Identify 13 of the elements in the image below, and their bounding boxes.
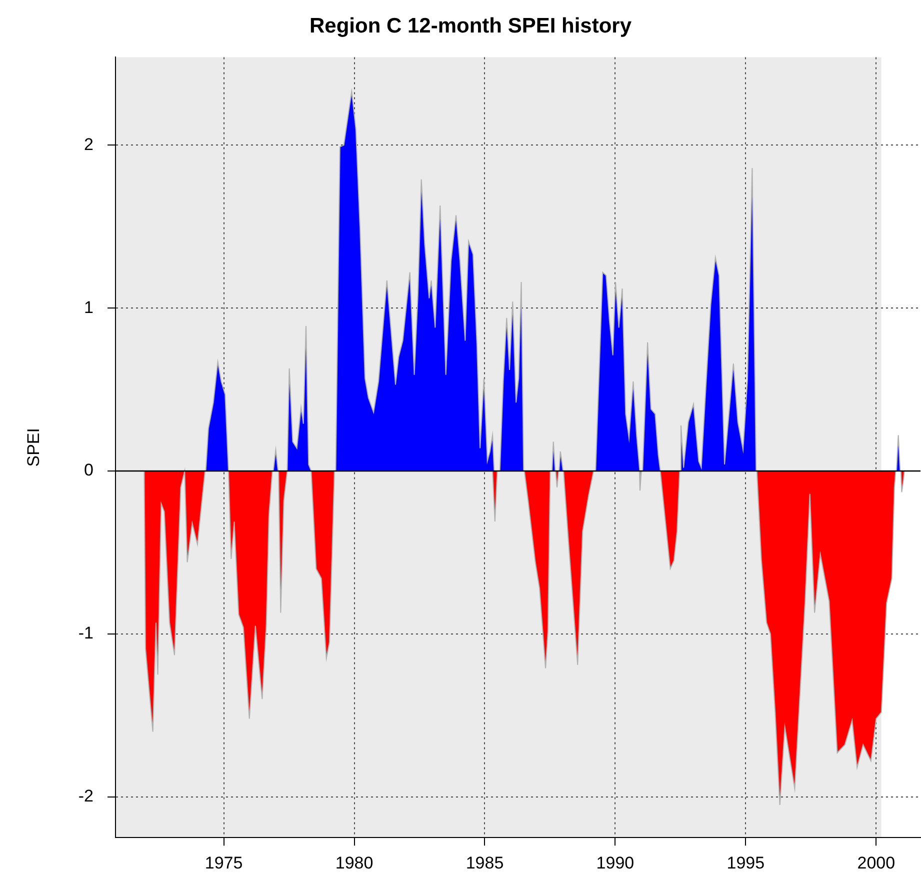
x-tick-label: 1975 [204, 853, 243, 872]
x-tick-label: 1980 [335, 853, 374, 872]
x-tick-label: 2000 [857, 853, 896, 872]
y-tick-label: 1 [84, 298, 94, 317]
y-tick-label: -2 [78, 786, 94, 806]
y-tick-label: -1 [78, 624, 94, 643]
x-tick-label: 1995 [726, 853, 765, 872]
y-tick-label: 0 [84, 460, 94, 480]
y-axis-title: SPEI [24, 428, 43, 467]
x-tick-label: 1985 [466, 853, 504, 872]
y-tick-label: 2 [84, 134, 94, 154]
chart-title: Region C 12-month SPEI history [309, 14, 632, 38]
x-tick-label: 1990 [596, 853, 634, 872]
